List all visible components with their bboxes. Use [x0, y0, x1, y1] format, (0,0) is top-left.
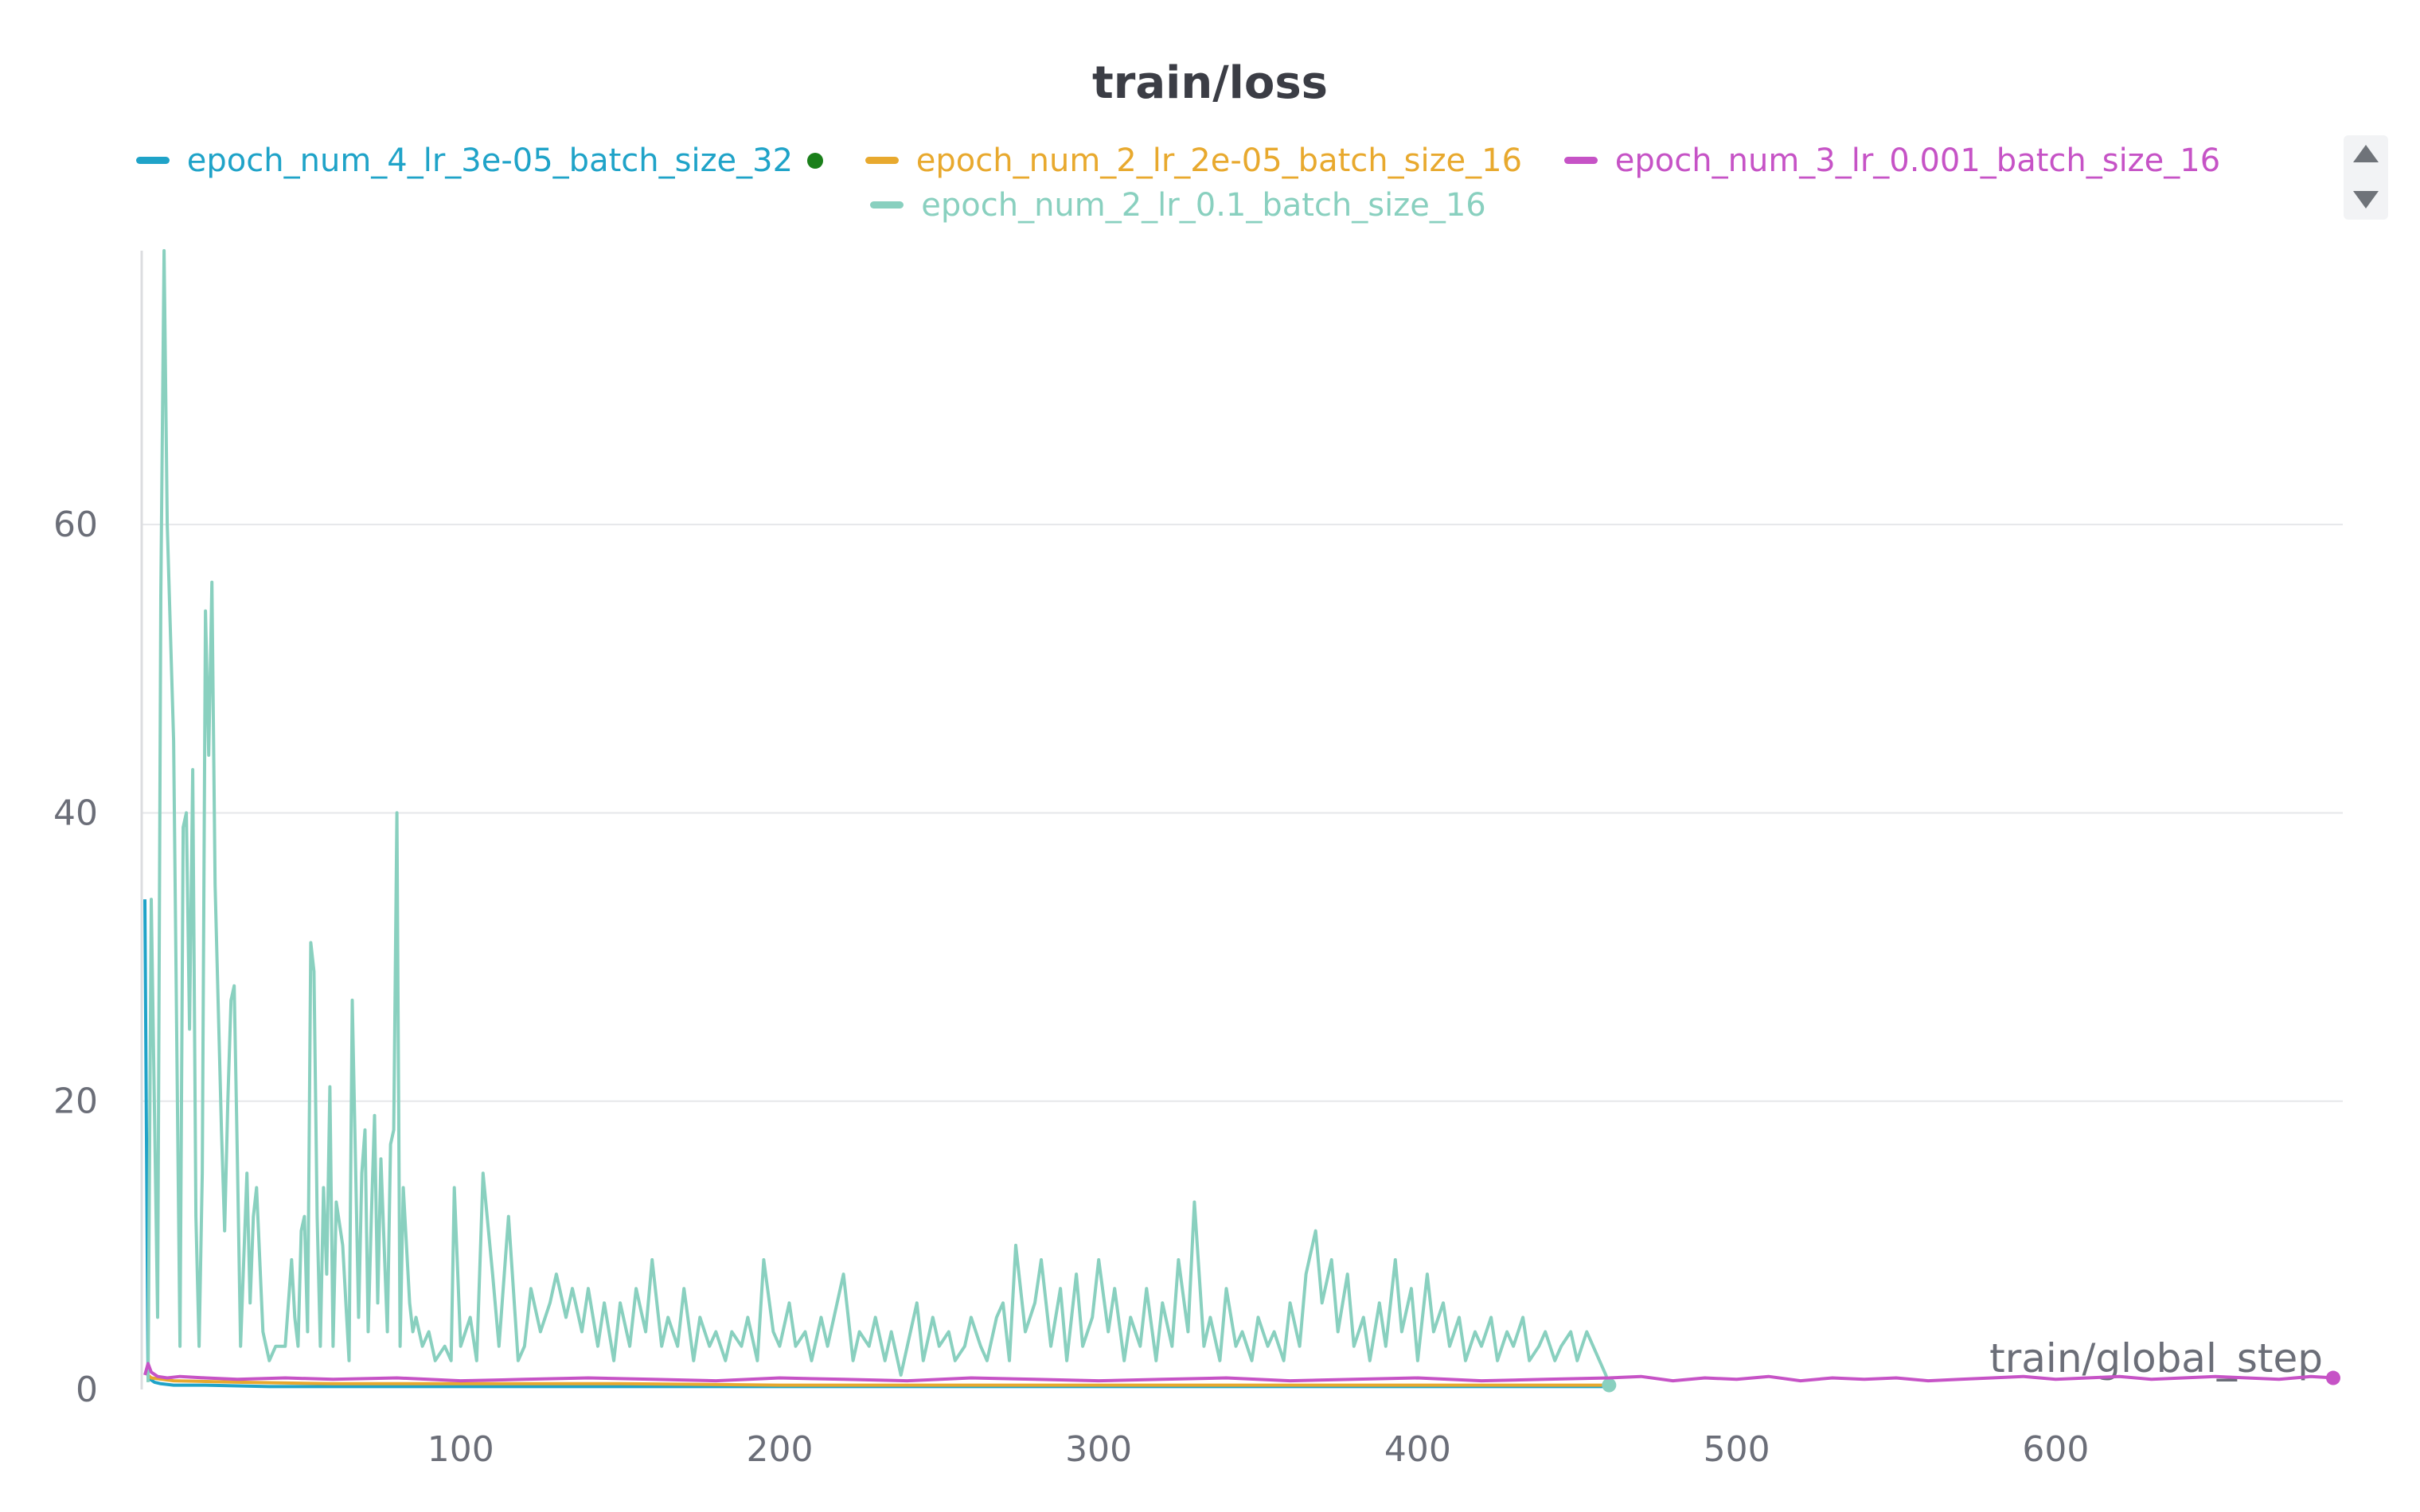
legend-item-series-0[interactable]: epoch_num_4_lr_3e-05_batch_size_32 — [135, 142, 824, 179]
scroll-up-icon[interactable] — [2353, 145, 2379, 162]
legend-label-series-2: epoch_num_3_lr_0.001_batch_size_16 — [1614, 142, 2221, 179]
scroll-down-icon[interactable] — [2353, 191, 2379, 208]
legend-swatch-series-2 — [1563, 157, 1598, 164]
legend-swatch-series-1 — [865, 157, 899, 164]
legend-label-series-0: epoch_num_4_lr_3e-05_batch_size_32 — [186, 142, 794, 179]
legend-item-series-2[interactable]: epoch_num_3_lr_0.001_batch_size_16 — [1563, 142, 2221, 179]
y-tick-label-40: 40 — [53, 793, 98, 833]
legend-scroller — [2344, 135, 2388, 220]
series-line-1 — [143, 1370, 1610, 1387]
legend: epoch_num_4_lr_3e-05_batch_size_32 epoch… — [0, 135, 2356, 179]
x-tick-label-200: 200 — [746, 1429, 813, 1470]
legend-label-series-1: epoch_num_2_lr_2e-05_batch_size_16 — [915, 142, 1523, 179]
series-endpoint-3 — [1602, 1378, 1617, 1393]
y-tick-label-60: 60 — [53, 505, 98, 545]
series-endpoint-2 — [2325, 1370, 2340, 1385]
y-tick-label-20: 20 — [53, 1081, 98, 1122]
y-tick-label-0: 0 — [76, 1370, 98, 1410]
series-line-3 — [146, 249, 1611, 1386]
x-tick-label-400: 400 — [1384, 1429, 1451, 1470]
chart-title: train/loss — [1091, 57, 1329, 109]
x-tick-label-500: 500 — [1704, 1429, 1770, 1470]
x-axis-title: train/global_step — [1989, 1335, 2323, 1381]
x-tick-label-300: 300 — [1065, 1429, 1132, 1470]
legend-swatch-series-3 — [870, 201, 904, 208]
legend-label-series-3: epoch_num_2_lr_0.1_batch_size_16 — [921, 186, 1486, 224]
x-tick-label-100: 100 — [427, 1429, 494, 1470]
x-tick-label-600: 600 — [2022, 1429, 2089, 1470]
legend-item-series-1[interactable]: epoch_num_2_lr_2e-05_batch_size_16 — [865, 142, 1522, 179]
legend-item-series-3[interactable]: epoch_num_2_lr_0.1_batch_size_16 — [870, 187, 1486, 224]
legend-swatch-series-0 — [135, 157, 170, 164]
series-line-2 — [143, 1362, 2334, 1383]
legend-row-2: epoch_num_2_lr_0.1_batch_size_16 — [0, 180, 2356, 224]
active-run-dot-icon — [807, 152, 824, 169]
